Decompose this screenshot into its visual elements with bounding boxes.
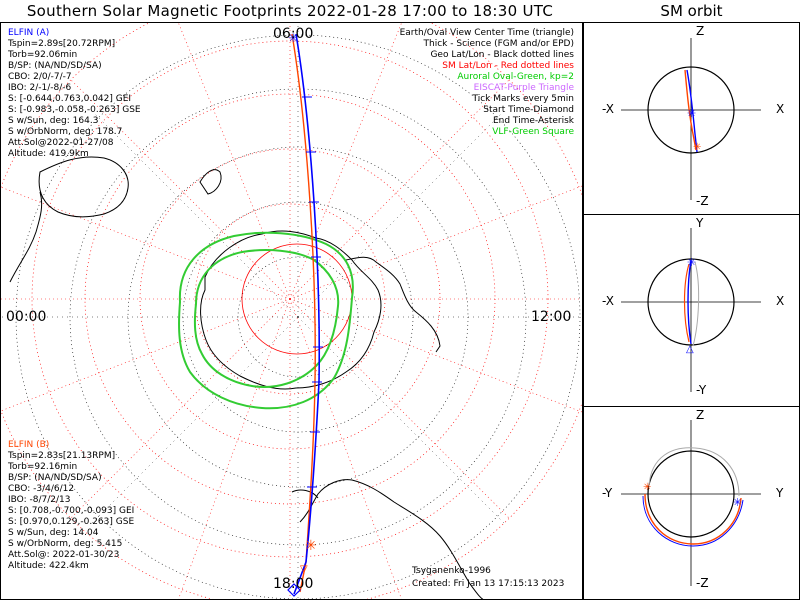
panel3-label-left: -Y (602, 486, 613, 500)
elfin-a-line: CBO: 2/0/-7/-7 (8, 72, 72, 82)
clock-label-bottom: 18:00 (273, 576, 314, 592)
legend-entry: SM Lat/Lon - Red dotted lines (442, 61, 574, 71)
elfin-a-line: Torb=92.06min (8, 50, 78, 60)
elfin-a-info: ELFIN (A) Tspin=2.89s[20.72RPM] Torb=92.… (8, 28, 141, 160)
legend-entry: Tick Marks every 5min (472, 94, 574, 104)
panel3-label-top: Z (696, 408, 705, 422)
legend-entry: End Time-Asterisk (492, 116, 574, 126)
elfin-b-line: S: [0.970,0.129,-0.263] GSE (8, 517, 135, 527)
sm-orbit-yz-plot: ✳ ✳ (621, 420, 761, 586)
sm-pole-circle (241, 243, 353, 355)
elfin-b-line: Tspin=2.83s[21.13RPM] (8, 451, 116, 461)
panel1-label-top: Z (696, 24, 705, 38)
elfin-a-line: Altitude: 419.9km (8, 149, 89, 159)
map-legend: Earth/Oval View Center Time (triangle) T… (400, 28, 574, 138)
australia-landmass (38, 156, 129, 218)
elfin-b-line: Torb=92.16min (8, 462, 78, 472)
panel3-label-right: Y (776, 486, 784, 500)
end-asterisk-marker-top: ✳ (288, 31, 298, 45)
elfin-b-line: B/SP: (NA/ND/SD/SA) (8, 473, 102, 483)
clock-label-right: 12:00 (531, 309, 572, 325)
elfin-a-line: B/SP: (NA/ND/SD/SA) (8, 61, 102, 71)
elfin-b-line: S w/Sun, deg: 14.04 (8, 528, 99, 538)
antarctic-peninsula (345, 256, 441, 353)
elfin-a-line: S: [-0.983,-0.058,-0.263] GSE (8, 105, 141, 115)
svg-text:✳: ✳ (643, 482, 651, 493)
sm-longitude-lines (1, 23, 582, 599)
created-timestamp: Created: Fri Jan 13 17:15:13 2023 (412, 579, 565, 589)
legend-entry: Thick - Science (FGM and/or EPD) (423, 39, 574, 49)
auroral-oval-inner (193, 249, 340, 388)
panel2-label-bottom: -Y (696, 383, 707, 397)
panel2-label-top: Y (696, 216, 704, 230)
panel2-label-left: -X (602, 294, 614, 308)
panel3-label-bottom: -Z (696, 576, 709, 590)
auroral-oval-outer (178, 231, 354, 410)
sm-orbit-xy-plot: ✳ △ (621, 228, 761, 392)
elfin-b-line: CBO: -3/4/6/12 (8, 484, 75, 494)
svg-text:✳: ✳ (693, 142, 701, 153)
view-center-triangle: ▽ (300, 564, 308, 575)
elfin-a-line: S: [-0.644,0.763,0.042] GEI (8, 94, 132, 104)
elfin-b-line: Altitude: 422.4km (8, 561, 89, 571)
new-zealand-landmass (199, 169, 222, 195)
legend-entry: VLF-Green Square (492, 127, 574, 137)
sm-orbit-title: SM orbit (660, 2, 723, 20)
elfin-b-title: ELFIN (B) (8, 440, 50, 450)
svg-text:△: △ (686, 344, 694, 355)
model-credit: Tsyganenko-1996 (412, 566, 491, 576)
tierra-del-fuego (291, 489, 319, 499)
legend-entry: EISCAT-Purple Triangle (473, 83, 574, 93)
clock-label-left: 00:00 (6, 309, 47, 325)
clock-label-top: 06:00 (273, 26, 314, 42)
svg-text:✳: ✳ (687, 107, 696, 120)
start-diamond-marker (287, 583, 301, 597)
legend-entry: Earth/Oval View Center Time (triangle) (399, 28, 574, 38)
panel1-label-right: X (776, 102, 785, 116)
end-asterisk-marker: ✳ (305, 538, 317, 554)
elfin-a-line: S w/Sun, deg: 164.3 (8, 116, 99, 126)
legend-entry: Geo Lat/Lon - Black dotted lines (430, 50, 574, 60)
svg-text:✳: ✳ (733, 496, 742, 509)
elfin-b-line: S: [0.708,-0.700,-0.093] GEI (8, 506, 135, 516)
south-america-landmass (299, 479, 484, 599)
elfin-b-line: S w/OrbNorm, deg: 5.415 (8, 539, 123, 549)
elfin-a-line: Att.Sol@2022-01-27/08 (8, 138, 114, 148)
elfin-a-line: S w/OrbNorm, deg: 178.7 (8, 127, 123, 137)
antarctica-landmass (200, 230, 382, 390)
elfin-a-title: ELFIN (A) (8, 28, 50, 38)
elfin-b-line: Att.Sol@: 2022-01-30/23 (8, 550, 120, 560)
africa-landmass (9, 191, 43, 283)
footprint-map: ✳ ▽ ✳ (1, 23, 582, 599)
panel2-label-right: X (776, 294, 785, 308)
sm-orbit-xz-plot: ✳ ✳ (621, 38, 761, 200)
elfin-b-footprint-track (291, 33, 316, 593)
elfin-b-line: IBO: -8/7/2/13 (8, 495, 71, 505)
elfin-a-line: Tspin=2.89s[20.72RPM] (8, 39, 116, 49)
svg-text:✳: ✳ (687, 256, 696, 269)
elfin-a-line: IBO: 2/-1/-8/-6 (8, 83, 72, 93)
panel1-label-left: -X (602, 102, 614, 116)
panel1-label-bottom: -Z (696, 194, 709, 208)
plot-title: Southern Solar Magnetic Footprints 2022-… (26, 2, 554, 20)
legend-entry: Auroral Oval-Green, kp=2 (457, 72, 574, 82)
elfin-a-footprint-track (293, 33, 321, 595)
elfin-b-info: ELFIN (B) Tspin=2.83s[21.13RPM] Torb=92.… (8, 440, 134, 572)
legend-entry: Start Time-Diamond (483, 105, 574, 115)
elfin-a-tick-marks (302, 96, 323, 488)
